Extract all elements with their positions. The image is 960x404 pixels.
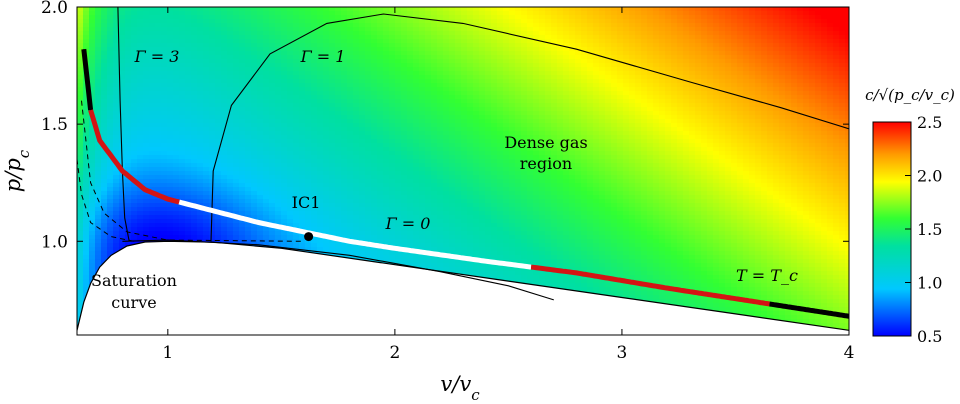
colorbar [872, 121, 912, 337]
gamma1-label: Γ = 1 [300, 47, 346, 66]
ic1-point [304, 232, 314, 242]
x-tick-label: 2 [389, 343, 400, 363]
saturation-label-line2: curve [111, 293, 156, 312]
dashed-curve-1 [81, 100, 305, 242]
x-tick-label: 3 [617, 343, 628, 363]
y-axis-label: p/pc [1, 149, 33, 192]
colorbar-tick-label: 1.5 [917, 220, 942, 239]
dense-gas-label-line2: region [520, 154, 572, 173]
x-tick-label: 4 [844, 343, 855, 363]
colorbar-ticks: 0.5 1.0 1.5 2.0 2.5 [905, 113, 942, 346]
x-tick-label: 1 [162, 343, 173, 363]
isotherm-segment-3 [530, 264, 770, 307]
saturation-curve [77, 240, 849, 331]
colorbar-tick-label: 2.5 [917, 113, 942, 132]
two-phase-region [77, 241, 849, 335]
dashed-curve-2 [77, 159, 134, 242]
y-ticks: 1.0 1.5 2.0 [41, 0, 849, 252]
isotherm-segment-2 [178, 199, 532, 270]
y-tick-label: 1.5 [41, 115, 68, 135]
colorbar-tick-label: 1.0 [917, 274, 942, 293]
tc-label: T = T_c [736, 266, 798, 285]
gamma0-label: Γ = 0 [385, 214, 431, 233]
isotherm-segment-0 [81, 48, 94, 111]
dense-gas-label-line1: Dense gas [504, 133, 587, 152]
plot-frame [76, 6, 850, 336]
x-axis-label: v/vc [440, 372, 480, 404]
gamma3-label: Γ = 3 [134, 47, 180, 66]
isotherm-segment-1 [88, 109, 180, 205]
y-tick-label: 1.0 [41, 232, 68, 252]
colorbar-tick-label: 2.0 [917, 167, 942, 186]
isotherm-segment-4 [769, 301, 849, 319]
gamma0-curve [122, 239, 554, 301]
y-tick-label: 2.0 [41, 0, 68, 18]
saturation-label-line1: Saturation [91, 271, 177, 290]
curves-layer [77, 7, 849, 335]
sound-speed-heatmap [77, 7, 849, 335]
ic1-label: IC1 [292, 193, 321, 212]
colorbar-title: c/√(p_c/v_c) [865, 86, 955, 104]
colorbar-tick-label: 0.5 [917, 327, 942, 346]
x-ticks: 1 2 3 4 [162, 7, 854, 363]
gamma1-curve [210, 13, 849, 242]
